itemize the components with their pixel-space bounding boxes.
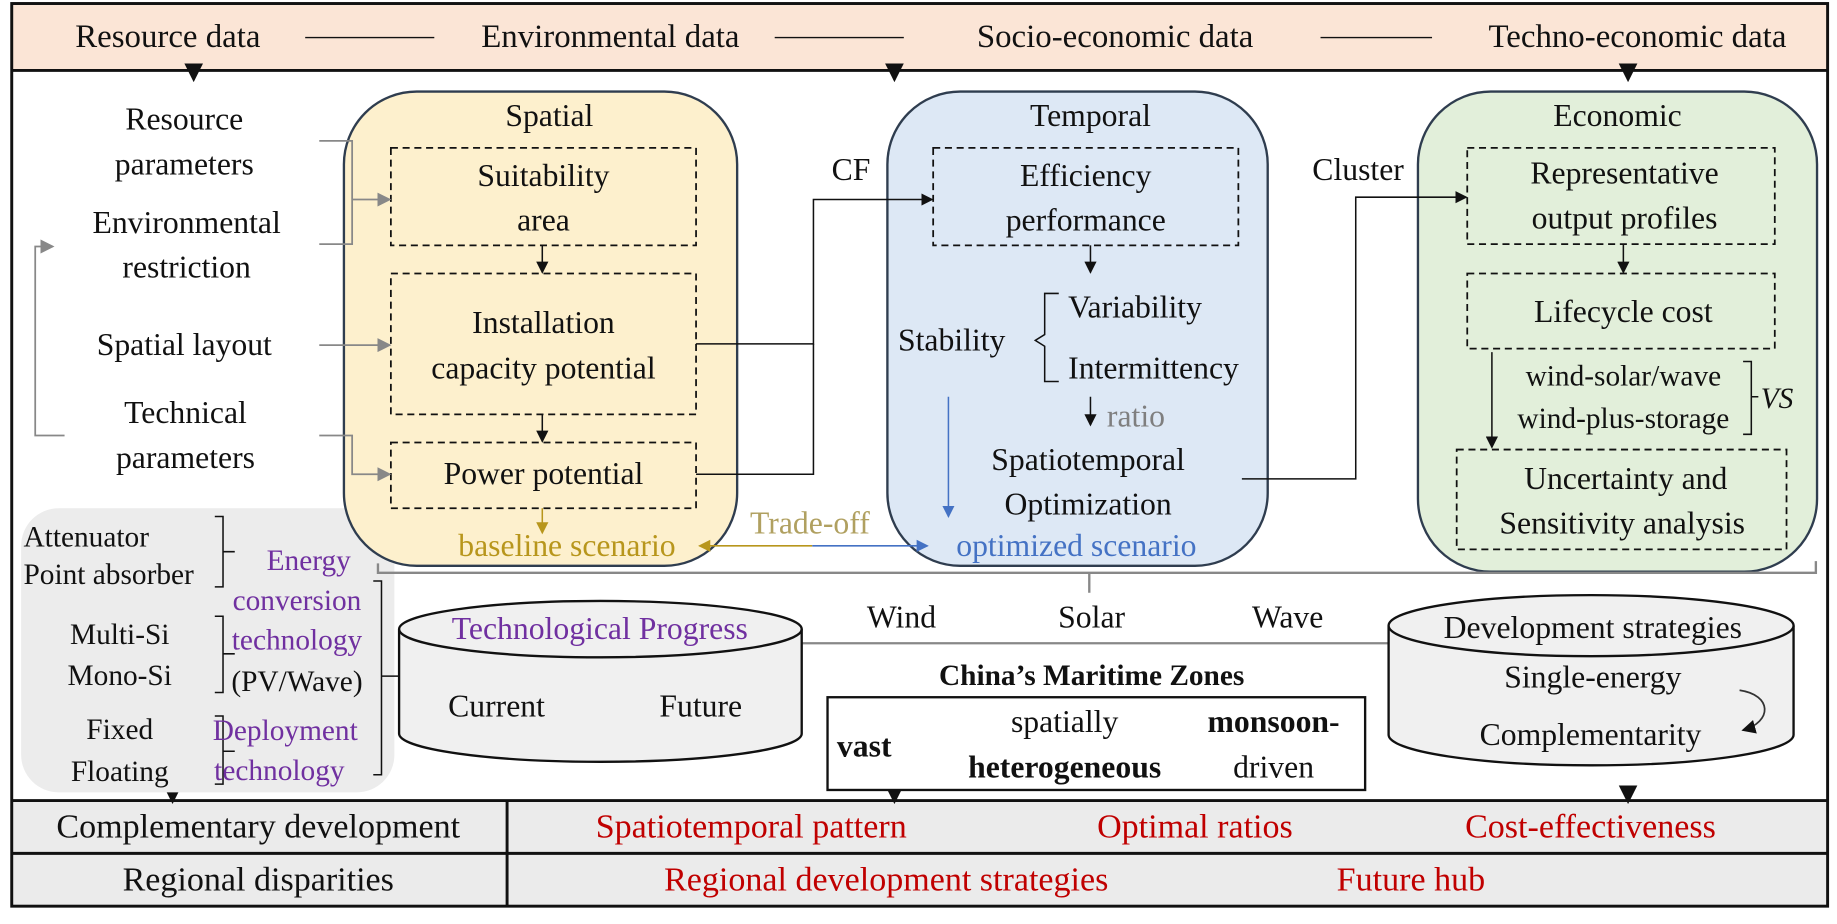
cluster-label: Cluster bbox=[1312, 152, 1404, 188]
complementarity: Complementarity bbox=[1479, 716, 1702, 752]
result-spatiotemporal-pattern: Spatiotemporal pattern bbox=[595, 808, 907, 846]
header-techno-economic-data: Techno-economic data bbox=[1488, 18, 1787, 56]
temporal-title: Temporal bbox=[1029, 98, 1151, 134]
header-socio-economic-data: Socio-economic data bbox=[976, 18, 1254, 56]
floating: Floating bbox=[70, 756, 169, 789]
input-resource-parameters: Resource bbox=[125, 101, 244, 137]
row-complementary-development: Complementary development bbox=[56, 808, 461, 846]
maritime-box bbox=[826, 696, 1367, 792]
header-environmental-data: Environmental data bbox=[481, 18, 740, 56]
pv-wave-label: (PV/Wave) bbox=[231, 666, 363, 698]
energy-wave: Wave bbox=[1251, 599, 1324, 635]
representative-output-profiles: Representative bbox=[1530, 155, 1719, 191]
efficiency-performance: Efficiency bbox=[1020, 157, 1152, 194]
optimized-scenario: optimized scenario bbox=[956, 527, 1197, 563]
future-label: Future bbox=[659, 688, 743, 724]
result-cost-effectiveness: Cost-effectiveness bbox=[1465, 808, 1716, 846]
input-environmental-restriction: Environmental bbox=[92, 204, 281, 241]
trade-off-label: Trade-off bbox=[750, 505, 870, 541]
suitability-area: area bbox=[517, 202, 570, 238]
result-optimal-ratios: Optimal ratios bbox=[1097, 808, 1293, 846]
variability-label: Variability bbox=[1068, 289, 1202, 325]
wind-solar-wave: wind-solar/wave bbox=[1525, 360, 1722, 393]
baseline-scenario: baseline scenario bbox=[458, 527, 676, 563]
development-strategies-title: Development strategies bbox=[1443, 609, 1743, 646]
spatiotemporal-optimization: Spatiotemporal bbox=[991, 441, 1185, 478]
result-future-hub: Future hub bbox=[1336, 860, 1486, 899]
energy-conversion-technology: conversion bbox=[232, 585, 362, 617]
energy-wind: Wind bbox=[866, 599, 937, 635]
header-resource-data: Resource data bbox=[75, 18, 261, 56]
input-technical-parameters: parameters bbox=[115, 439, 255, 475]
stability-label: Stability bbox=[897, 322, 1006, 358]
technological-progress-title: Technological Progress bbox=[451, 610, 748, 647]
deployment-technology: Deployment bbox=[212, 715, 358, 748]
uncertainty-sensitivity-analysis: Uncertainty and bbox=[1524, 460, 1728, 496]
representative-output-profiles: output profiles bbox=[1531, 200, 1718, 236]
deployment-technology: technology bbox=[214, 755, 345, 788]
economic-title: Economic bbox=[1553, 98, 1682, 134]
energy-conversion-technology: technology bbox=[231, 625, 363, 657]
suitability-area: Suitability bbox=[477, 157, 610, 194]
row-regional-disparities: Regional disparities bbox=[122, 860, 394, 899]
wind-plus-storage: wind-plus-storage bbox=[1517, 403, 1730, 435]
efficiency-performance: performance bbox=[1005, 202, 1166, 238]
uncertainty-sensitivity-analysis: Sensitivity analysis bbox=[1499, 505, 1746, 541]
temporal-box bbox=[886, 90, 1269, 567]
attenuator: Attenuator bbox=[23, 521, 149, 554]
single-energy: Single-energy bbox=[1504, 659, 1682, 695]
input-technical-parameters: Technical bbox=[124, 394, 247, 431]
input-resource-parameters: parameters bbox=[114, 146, 254, 182]
energy-conversion-technology: Energy bbox=[266, 545, 351, 577]
spatial-title: Spatial bbox=[505, 98, 594, 134]
maritime-spatially: spatially bbox=[1010, 703, 1119, 739]
current-label: Current bbox=[448, 688, 545, 724]
installation-capacity-potential: capacity potential bbox=[431, 350, 656, 386]
cycle-arrow-icon bbox=[1739, 689, 1766, 734]
result-regional-development-strategies: Regional development strategies bbox=[664, 860, 1109, 899]
input-environmental-restriction: restriction bbox=[122, 249, 251, 285]
input-spatial-layout: Spatial layout bbox=[96, 326, 272, 363]
maritime-vast: vast bbox=[836, 728, 892, 764]
fixed: Fixed bbox=[86, 714, 154, 746]
lifecycle-cost: Lifecycle cost bbox=[1534, 294, 1713, 330]
spatiotemporal-optimization: Optimization bbox=[1004, 486, 1172, 522]
cf-label: CF bbox=[831, 152, 871, 188]
maritime-monsoon: monsoon- bbox=[1207, 703, 1340, 739]
mono-si: Mono-Si bbox=[67, 660, 172, 692]
vs-label: VS bbox=[1760, 383, 1794, 415]
maritime-heterogeneous: heterogeneous bbox=[968, 749, 1162, 785]
power-potential: Power potential bbox=[443, 456, 644, 492]
energy-solar: Solar bbox=[1058, 599, 1126, 635]
maritime-title: China’s Maritime Zones bbox=[938, 660, 1245, 692]
spatial-box bbox=[342, 90, 739, 567]
multi-si: Multi-Si bbox=[69, 619, 170, 651]
installation-capacity-potential: Installation bbox=[472, 304, 615, 340]
point-absorber: Point absorber bbox=[23, 559, 194, 592]
ratio-label: ratio bbox=[1106, 398, 1165, 434]
intermittency-label: Intermittency bbox=[1068, 350, 1239, 386]
maritime-driven: driven bbox=[1233, 749, 1315, 785]
technology-panel bbox=[21, 508, 395, 793]
